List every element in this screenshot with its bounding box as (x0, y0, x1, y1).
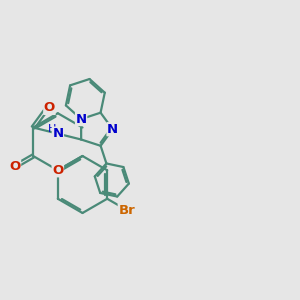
Text: O: O (9, 160, 21, 173)
Text: O: O (44, 101, 55, 114)
Text: O: O (52, 164, 63, 177)
Text: N: N (107, 123, 118, 136)
Text: N: N (52, 127, 63, 140)
Text: N: N (76, 112, 87, 126)
Text: Br: Br (118, 203, 135, 217)
Text: H: H (48, 124, 57, 134)
